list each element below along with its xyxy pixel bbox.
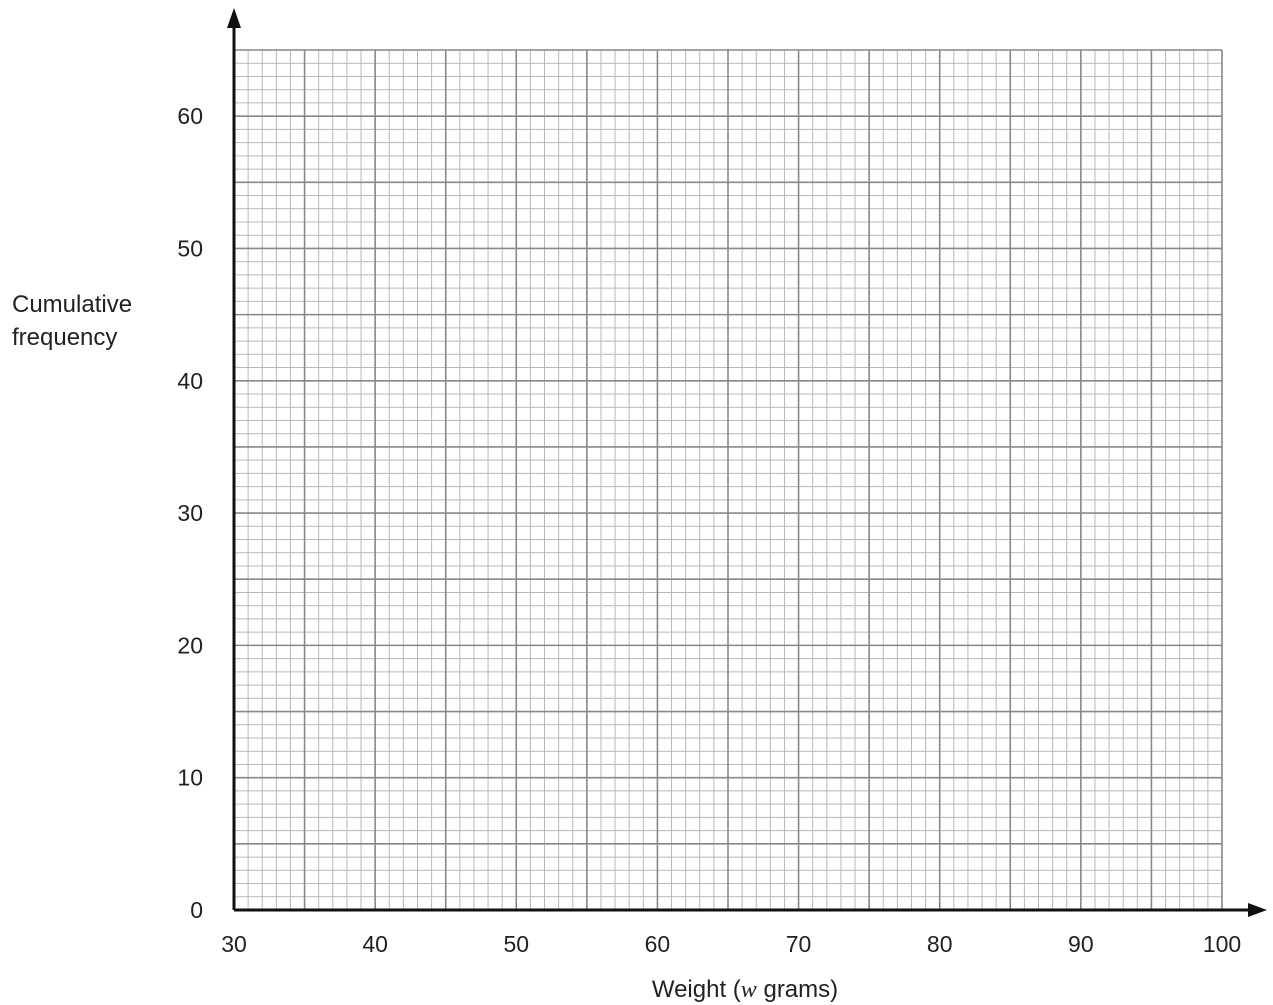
y-axis-title-line-1: Cumulative: [12, 291, 132, 318]
x-tick-label: 60: [645, 931, 671, 957]
x-tick-label: 30: [221, 931, 247, 957]
y-axis-arrowhead: [227, 8, 241, 28]
x-axis-arrowhead: [1248, 903, 1267, 917]
x-tick-labels: 30 40 50 60 70 80 90 100: [221, 931, 1241, 957]
y-tick-label: 50: [177, 235, 203, 261]
y-axis-title-line-2: frequency: [12, 324, 117, 351]
x-tick-label: 90: [1068, 931, 1094, 957]
y-tick-label: 40: [177, 368, 203, 394]
x-tick-label: 70: [786, 931, 812, 957]
y-tick-label: 0: [190, 897, 203, 923]
y-tick-label: 60: [177, 103, 203, 129]
x-tick-label: 40: [362, 931, 388, 957]
y-tick-label: 20: [177, 632, 203, 658]
x-tick-label: 80: [927, 931, 953, 957]
x-axis-title: Weight (w grams): [652, 976, 838, 1003]
y-tick-labels: 0 10 20 30 40 50 60: [177, 103, 203, 923]
y-tick-label: 10: [177, 765, 203, 791]
axes: [227, 8, 1267, 917]
grid-major-lines: [234, 50, 1222, 910]
x-tick-label: 50: [503, 931, 529, 957]
y-tick-label: 30: [177, 500, 203, 526]
x-tick-label: 100: [1203, 931, 1241, 957]
